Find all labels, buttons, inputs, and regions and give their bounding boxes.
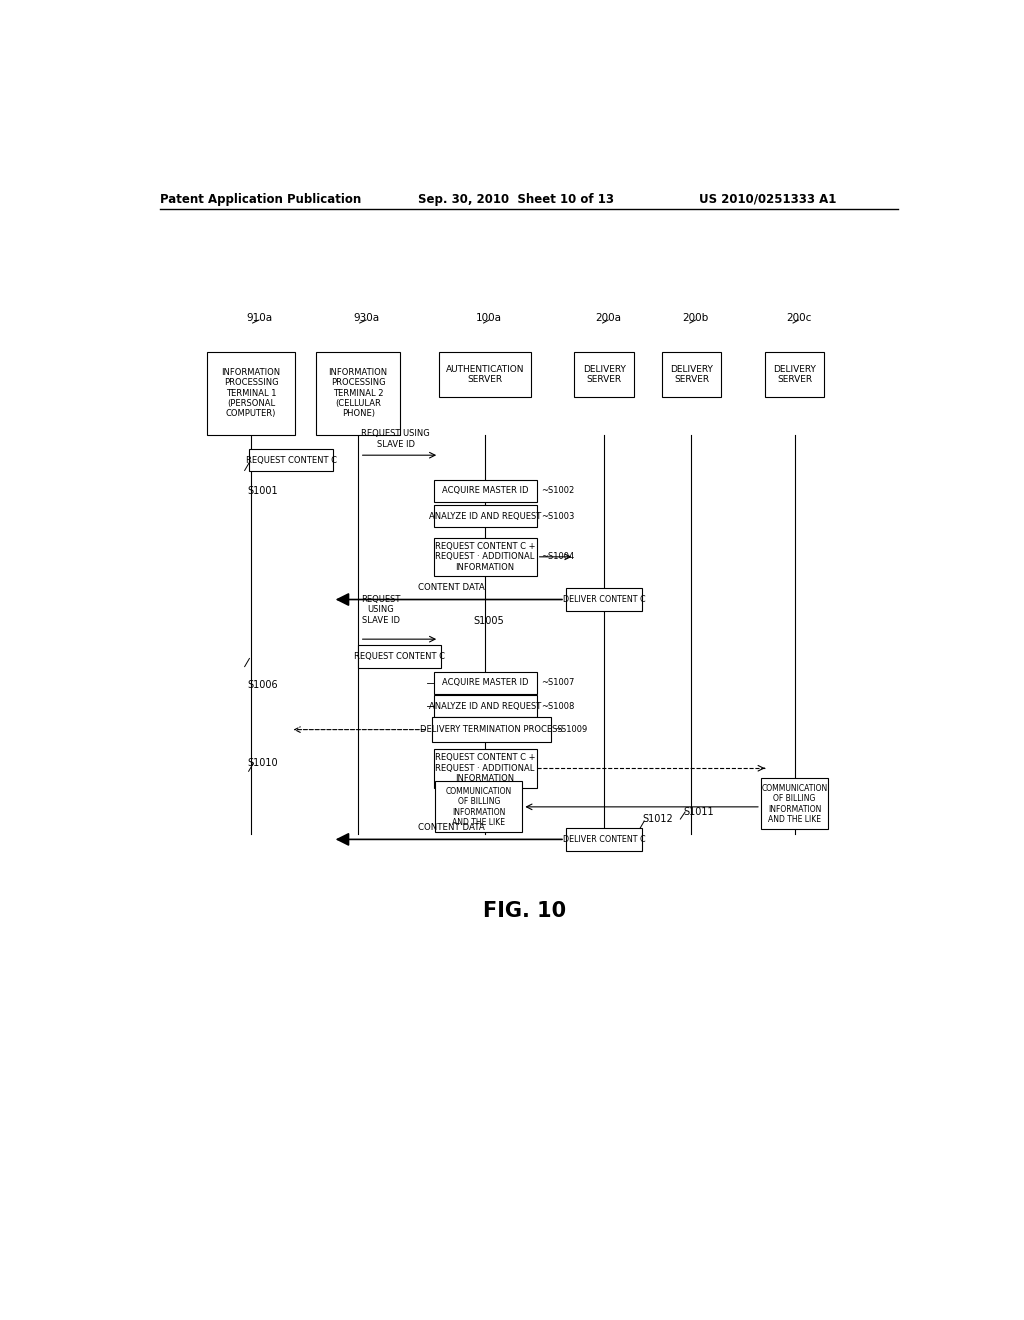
Text: INFORMATION
PROCESSING
TERMINAL 1
(PERSONAL
COMPUTER): INFORMATION PROCESSING TERMINAL 1 (PERSO… <box>221 368 281 418</box>
Text: S1010: S1010 <box>247 758 278 768</box>
Text: ~S1003: ~S1003 <box>541 512 574 520</box>
FancyBboxPatch shape <box>439 351 530 397</box>
Text: CONTENT DATA: CONTENT DATA <box>418 822 484 832</box>
FancyBboxPatch shape <box>433 748 537 788</box>
FancyBboxPatch shape <box>574 351 634 397</box>
Text: 910a: 910a <box>246 313 272 323</box>
FancyBboxPatch shape <box>435 781 522 833</box>
FancyBboxPatch shape <box>433 537 537 576</box>
Text: REQUEST CONTENT C: REQUEST CONTENT C <box>354 652 445 661</box>
FancyBboxPatch shape <box>765 351 824 397</box>
Text: REQUEST CONTENT C +
REQUEST · ADDITIONAL
INFORMATION: REQUEST CONTENT C + REQUEST · ADDITIONAL… <box>435 754 536 783</box>
Text: Sep. 30, 2010  Sheet 10 of 13: Sep. 30, 2010 Sheet 10 of 13 <box>418 193 613 206</box>
Text: ~S1004: ~S1004 <box>541 552 573 561</box>
Text: S1001: S1001 <box>247 486 278 496</box>
Text: ANALYZE ID AND REQUEST: ANALYZE ID AND REQUEST <box>429 702 542 710</box>
Text: ~S1007: ~S1007 <box>541 678 574 688</box>
Text: S1006: S1006 <box>247 680 278 690</box>
Text: 200c: 200c <box>785 313 811 323</box>
Text: Patent Application Publication: Patent Application Publication <box>160 193 361 206</box>
Text: S1012: S1012 <box>643 814 674 824</box>
Text: AUTHENTICATION
SERVER: AUTHENTICATION SERVER <box>445 364 524 384</box>
Text: REQUEST CONTENT C +
REQUEST · ADDITIONAL
INFORMATION: REQUEST CONTENT C + REQUEST · ADDITIONAL… <box>435 543 536 572</box>
Text: S1011: S1011 <box>684 807 714 817</box>
FancyBboxPatch shape <box>433 506 537 528</box>
Text: 200a: 200a <box>595 313 622 323</box>
FancyBboxPatch shape <box>250 449 333 471</box>
Text: ACQUIRE MASTER ID: ACQUIRE MASTER ID <box>442 486 528 495</box>
FancyBboxPatch shape <box>433 696 537 718</box>
Text: CONTENT DATA: CONTENT DATA <box>418 583 484 591</box>
Text: ~S1009: ~S1009 <box>554 725 588 734</box>
FancyBboxPatch shape <box>662 351 721 397</box>
FancyBboxPatch shape <box>207 351 295 434</box>
Text: REQUEST
USING
SLAVE ID: REQUEST USING SLAVE ID <box>361 595 400 624</box>
Text: DELIVERY
SERVER: DELIVERY SERVER <box>583 364 626 384</box>
Text: DELIVERY
SERVER: DELIVERY SERVER <box>670 364 713 384</box>
Text: COMMUNICATION
OF BILLING
INFORMATION
AND THE LIKE: COMMUNICATION OF BILLING INFORMATION AND… <box>762 784 827 824</box>
FancyBboxPatch shape <box>433 479 537 502</box>
Text: DELIVERY
SERVER: DELIVERY SERVER <box>773 364 816 384</box>
Text: DELIVER CONTENT C: DELIVER CONTENT C <box>563 595 645 605</box>
Text: REQUEST USING
SLAVE ID: REQUEST USING SLAVE ID <box>361 429 430 449</box>
Text: INFORMATION
PROCESSING
TERMINAL 2
(CELLULAR
PHONE): INFORMATION PROCESSING TERMINAL 2 (CELLU… <box>329 368 388 418</box>
Text: FIG. 10: FIG. 10 <box>483 900 566 920</box>
Text: 930a: 930a <box>353 313 379 323</box>
Text: ACQUIRE MASTER ID: ACQUIRE MASTER ID <box>442 678 528 688</box>
FancyBboxPatch shape <box>432 718 551 742</box>
Text: COMMUNICATION
OF BILLING
INFORMATION
AND THE LIKE: COMMUNICATION OF BILLING INFORMATION AND… <box>445 787 512 826</box>
FancyBboxPatch shape <box>566 589 642 611</box>
Text: S1005: S1005 <box>473 616 504 626</box>
FancyBboxPatch shape <box>433 672 537 694</box>
Text: DELIVER CONTENT C: DELIVER CONTENT C <box>563 834 645 843</box>
Text: 100a: 100a <box>476 313 502 323</box>
Text: REQUEST CONTENT C: REQUEST CONTENT C <box>246 455 337 465</box>
Text: US 2010/0251333 A1: US 2010/0251333 A1 <box>699 193 837 206</box>
FancyBboxPatch shape <box>761 779 828 829</box>
Text: ~S1008: ~S1008 <box>541 702 574 710</box>
Text: 200b: 200b <box>682 313 709 323</box>
Text: DELIVERY TERMINATION PROCESS: DELIVERY TERMINATION PROCESS <box>420 725 563 734</box>
FancyBboxPatch shape <box>358 645 441 668</box>
FancyBboxPatch shape <box>316 351 399 434</box>
Text: ~S1002: ~S1002 <box>541 486 573 495</box>
Text: ANALYZE ID AND REQUEST: ANALYZE ID AND REQUEST <box>429 512 542 520</box>
FancyBboxPatch shape <box>566 828 642 850</box>
